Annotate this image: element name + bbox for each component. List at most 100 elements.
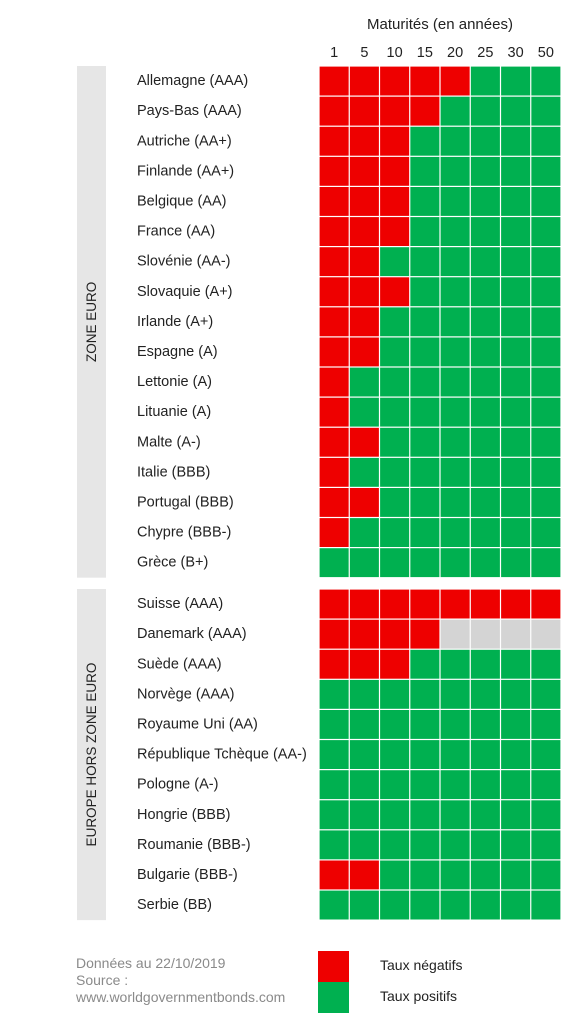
heatmap-cell (349, 247, 379, 277)
heatmap-cell (380, 96, 410, 126)
heatmap-cell (501, 427, 531, 457)
heatmap-cell (501, 488, 531, 517)
heatmap-cell (470, 397, 500, 427)
heatmap-cell (319, 679, 349, 709)
heatmap-cell (531, 337, 561, 367)
heatmap-cell (501, 679, 531, 709)
heatmap-cell (470, 518, 500, 547)
heatmap-cell (531, 518, 561, 547)
heatmap-cell (531, 307, 561, 337)
row-label: Danemark (AAA) (137, 626, 247, 642)
heatmap-cell (440, 518, 470, 547)
heatmap-cell (470, 126, 500, 156)
heatmap-cell (470, 800, 500, 830)
heatmap-cell (349, 710, 379, 739)
row-label: Chypre (BBB-) (137, 525, 231, 541)
heatmap-cell (440, 66, 470, 96)
column-label-20: 20 (447, 45, 463, 61)
heatmap-cell (410, 518, 440, 547)
column-label-30: 30 (508, 45, 524, 61)
heatmap-cell (410, 589, 440, 619)
heatmap-cell (410, 156, 440, 186)
heatmap-cell (410, 367, 440, 397)
heatmap-cell (410, 187, 440, 216)
heatmap-cell (349, 800, 379, 830)
heatmap-cell (410, 740, 440, 769)
row-label: Malte (A-) (137, 434, 201, 450)
heatmap-cell (440, 488, 470, 517)
heatmap-cell (501, 66, 531, 96)
heatmap-cell (319, 890, 349, 920)
heatmap-cell (501, 800, 531, 830)
heatmap-cell (501, 126, 531, 156)
heatmap-cell (531, 740, 561, 769)
heatmap-cell (349, 679, 379, 709)
heatmap-cell (319, 337, 349, 367)
heatmap-cell (349, 217, 379, 246)
heatmap-cell (531, 96, 561, 126)
heatmap-cell (319, 277, 349, 307)
heatmap-cell (501, 890, 531, 920)
heatmap-cell (470, 66, 500, 96)
heatmap-cell (380, 277, 410, 307)
heatmap-cell (380, 457, 410, 487)
row-label: Suisse (AAA) (137, 596, 223, 612)
heatmap-cell (501, 830, 531, 860)
heatmap-cell (440, 619, 470, 649)
heatmap-cell (440, 740, 470, 769)
heatmap-cell (531, 830, 561, 860)
source-url: www.worldgovernmentbonds.com (76, 989, 286, 1005)
row-label: Suède (AAA) (137, 656, 222, 672)
heatmap-cell (440, 800, 470, 830)
heatmap-cell (531, 427, 561, 457)
heatmap-cell (319, 740, 349, 769)
source-label: Source : (76, 972, 129, 988)
heatmap-cell (501, 770, 531, 800)
heatmap-cell (470, 488, 500, 517)
heatmap-cell (349, 830, 379, 860)
heatmap-cell (410, 337, 440, 367)
row-label: Bulgarie (BBB-) (137, 867, 238, 883)
heatmap-cell (531, 156, 561, 186)
heatmap-cell (380, 337, 410, 367)
heatmap-cell (531, 679, 561, 709)
heatmap-cell (349, 307, 379, 337)
heatmap-cell (501, 337, 531, 367)
heatmap-cell (501, 710, 531, 739)
heatmap-cell (470, 247, 500, 277)
heatmap-cell (501, 217, 531, 246)
heatmap-cell (470, 589, 500, 619)
heatmap-cell (531, 457, 561, 487)
heatmap-cell (440, 679, 470, 709)
row-label: Italie (BBB) (137, 464, 210, 480)
column-label-50: 50 (538, 45, 554, 61)
chart-title: Maturités (en années) (367, 16, 513, 33)
heatmap-cell (440, 187, 470, 216)
row-label: Portugal (BBB) (137, 494, 234, 510)
heatmap-cell (349, 740, 379, 769)
footer-notes: Données au 22/10/2019 Source : www.world… (76, 955, 285, 1006)
heatmap-cell (319, 488, 349, 517)
heatmap-cell (410, 800, 440, 830)
heatmap-cell (501, 307, 531, 337)
heatmap-cell (440, 649, 470, 679)
row-labels: Allemagne (AAA) Pays-Bas (AAA) Autriche (A… (137, 73, 307, 913)
heatmap-cell (470, 548, 500, 578)
heatmap-cell (440, 126, 470, 156)
heatmap-cell (531, 589, 561, 619)
heatmap-cell (380, 710, 410, 739)
heatmap-cell (501, 860, 531, 890)
heatmap-cell (349, 488, 379, 517)
heatmap-cell (380, 890, 410, 920)
legend-swatch-positive (318, 982, 349, 1013)
heatmap-cell (440, 830, 470, 860)
heatmap-cell (531, 800, 561, 830)
heatmap-cell (380, 66, 410, 96)
row-label: Hongrie (BBB) (137, 807, 230, 823)
heatmap-cell (440, 247, 470, 277)
heatmap-cell (501, 457, 531, 487)
heatmap-cell (380, 367, 410, 397)
heatmap-cell (470, 740, 500, 769)
heatmap-cell (380, 518, 410, 547)
heatmap-cell (380, 860, 410, 890)
